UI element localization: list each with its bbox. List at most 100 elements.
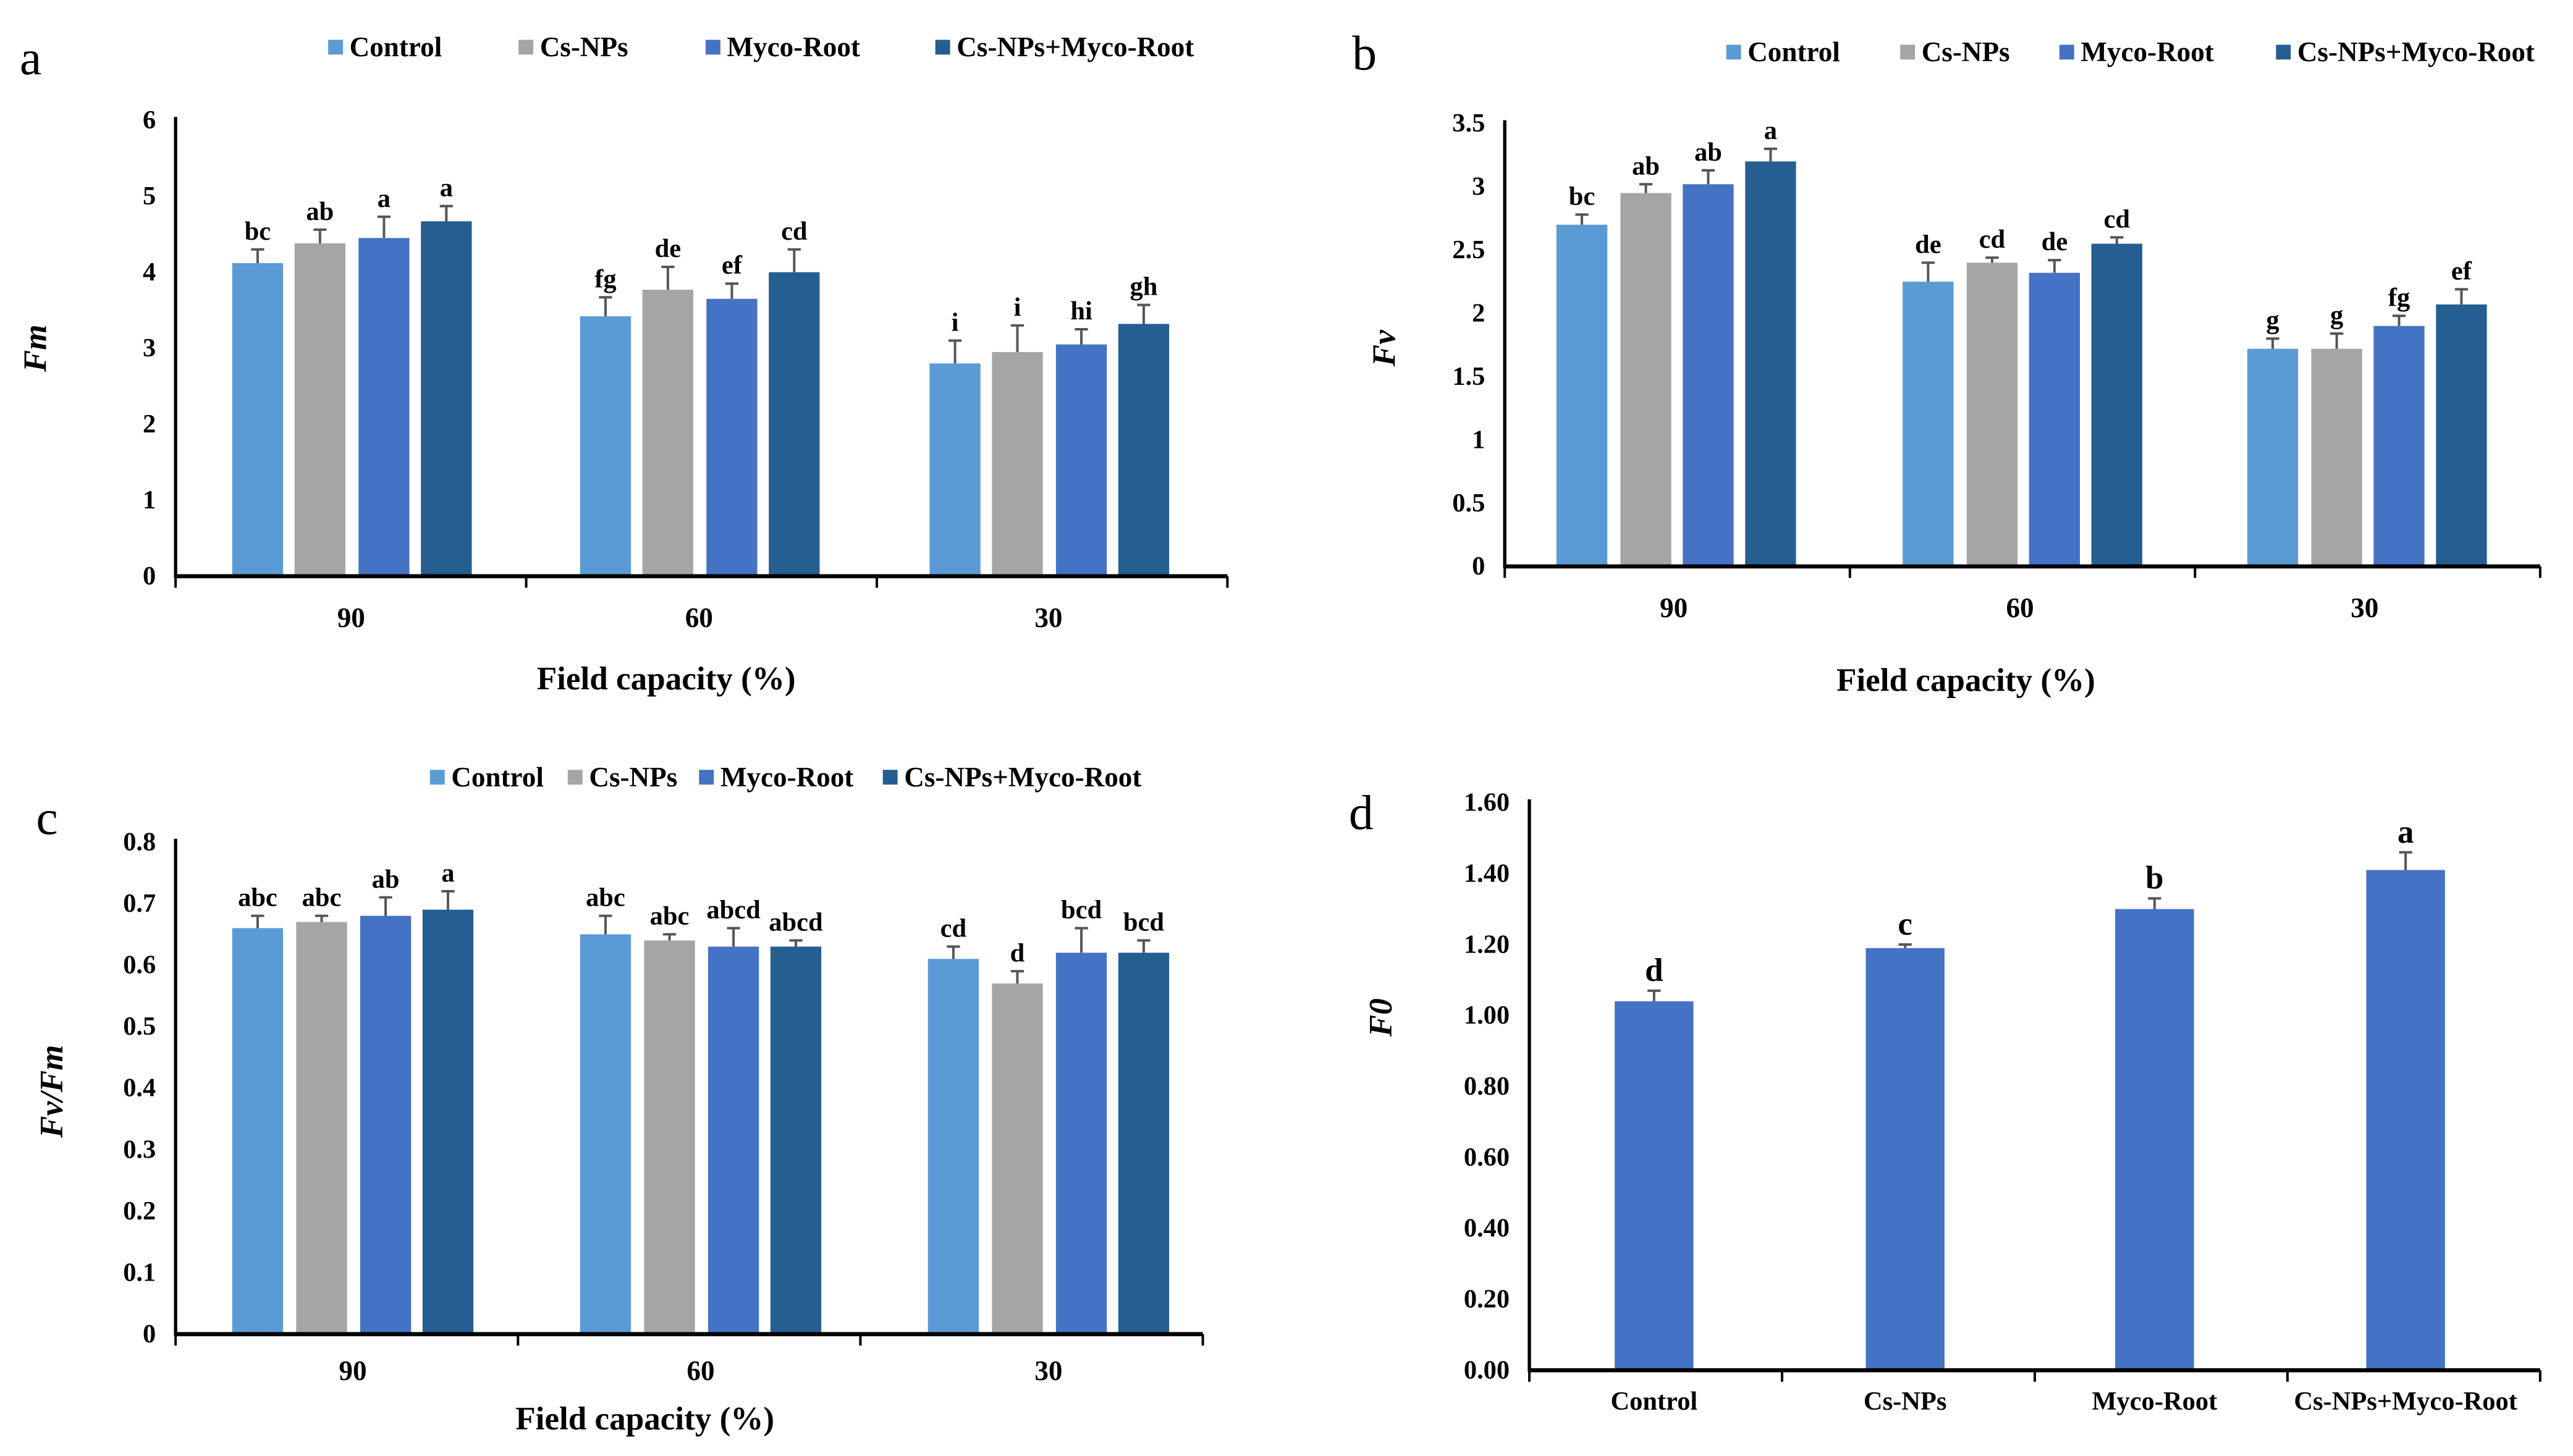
significance-label: de (655, 234, 681, 263)
x-tick-label: 60 (687, 1355, 714, 1386)
significance-label: cd (1979, 225, 2006, 254)
bar (708, 946, 759, 1334)
bar (2373, 326, 2425, 566)
y-tick-label: 3 (143, 334, 156, 363)
y-tick-label: 0 (1472, 552, 1485, 581)
panel-letter: b (1352, 26, 1377, 80)
significance-label: abc (650, 902, 690, 931)
significance-label: fg (2388, 283, 2410, 312)
bar (294, 243, 346, 576)
legend-label: Cs-NPs+Myco-Root (957, 32, 1194, 62)
y-tick-label: 1.00 (1464, 1001, 1510, 1030)
legend-label: Myco-Root (727, 32, 860, 62)
significance-label: ab (1694, 138, 1722, 167)
significance-label: d (1010, 938, 1025, 967)
bar (1683, 184, 1734, 566)
bar (1118, 324, 1170, 576)
bar (1055, 344, 1107, 576)
significance-label: bcd (1123, 907, 1164, 936)
y-tick-label: 1.60 (1464, 788, 1510, 817)
bar (1620, 193, 1671, 566)
y-tick-label: 0.4 (123, 1074, 156, 1103)
y-tick-label: 6 (143, 106, 156, 135)
x-tick-label: Cs-NPs (1864, 1387, 1946, 1416)
bar (1966, 263, 2018, 566)
significance-label: g (2330, 301, 2343, 330)
legend-swatch (935, 40, 950, 55)
y-tick-label: 0.5 (1452, 489, 1485, 518)
y-tick-label: 0 (143, 562, 156, 591)
y-tick-label: 0.60 (1464, 1143, 1510, 1172)
y-tick-label: 0.20 (1464, 1285, 1510, 1314)
legend-swatch (2059, 44, 2074, 60)
y-tick-label: 0 (143, 1319, 156, 1349)
panel-letter: c (36, 791, 57, 845)
x-axis-label: Field capacity (%) (537, 661, 796, 697)
legend-label: Myco-Root (720, 762, 854, 793)
y-axis-label: Fv/Fm (34, 1045, 70, 1138)
bar (642, 289, 693, 576)
chart-panel-d: d 0.00 0.20 0.40 0.60 0.80 1.00 1.20 1.40 1.60 F0 d… (1349, 786, 2541, 1416)
panel-letter: a (20, 31, 41, 85)
legend-swatch (705, 40, 720, 55)
significance-label: c (1898, 906, 1912, 942)
bar (992, 983, 1043, 1334)
legend-swatch (1900, 44, 1916, 60)
y-tick-label: 0.2 (123, 1197, 156, 1226)
y-tick-label: 3 (1472, 172, 1485, 201)
x-axis-label: Field capacity (%) (1836, 663, 2095, 699)
bar (2029, 272, 2080, 566)
bar (421, 221, 472, 576)
significance-label: abcd (769, 907, 823, 936)
bar (769, 272, 820, 576)
bar (2091, 243, 2142, 566)
y-tick-label: 4 (143, 258, 156, 287)
significance-label: hi (1070, 297, 1092, 326)
bar (2436, 304, 2487, 566)
significance-label: gh (1130, 272, 1158, 301)
y-tick-label: 1.20 (1464, 930, 1510, 959)
x-tick-label: 60 (2006, 592, 2034, 623)
bar (580, 316, 632, 576)
significance-label: g (2266, 306, 2279, 335)
significance-label: ef (2451, 256, 2472, 285)
y-axis-label: Fm (17, 324, 53, 372)
y-tick-label: 1.5 (1452, 362, 1485, 391)
y-axis-label: F0 (1363, 998, 1399, 1037)
bar (1118, 953, 1170, 1334)
significance-label: cd (940, 914, 967, 943)
significance-label: de (1915, 230, 1941, 259)
bar (770, 946, 822, 1334)
y-tick-label: 0.00 (1464, 1355, 1510, 1384)
legend-swatch (518, 40, 534, 55)
x-axis-label: Field capacity (%) (515, 1401, 774, 1437)
x-tick-label: 30 (2351, 592, 2378, 623)
y-tick-label: 2 (143, 410, 156, 439)
y-tick-label: 0.40 (1464, 1214, 1510, 1243)
significance-label: ab (1632, 151, 1660, 180)
bar (927, 959, 979, 1334)
significance-label: b (2145, 860, 2164, 896)
y-tick-label: 0.6 (123, 951, 156, 980)
x-tick-label: 60 (685, 602, 713, 633)
significance-label: abc (586, 883, 625, 912)
legend-swatch (1726, 44, 1741, 60)
legend-label: Myco-Root (2081, 36, 2214, 67)
significance-label: bc (245, 217, 271, 246)
significance-label: ab (306, 197, 334, 226)
bar (992, 351, 1043, 576)
legend-swatch (567, 770, 583, 785)
legend-swatch (699, 770, 714, 785)
legend-swatch (328, 40, 344, 55)
legend-label: Control (1747, 36, 1840, 67)
bar (232, 928, 284, 1334)
bar (580, 934, 632, 1334)
x-tick-label: 90 (1660, 592, 1688, 623)
legend-label: Cs-NPs (540, 32, 628, 62)
significance-label: bcd (1061, 896, 1102, 925)
significance-label: i (952, 308, 959, 337)
bar (1865, 948, 1945, 1371)
y-tick-label: 1.40 (1464, 859, 1510, 888)
y-tick-label: 0.3 (123, 1135, 156, 1164)
y-axis-label: Fv (1366, 329, 1402, 367)
